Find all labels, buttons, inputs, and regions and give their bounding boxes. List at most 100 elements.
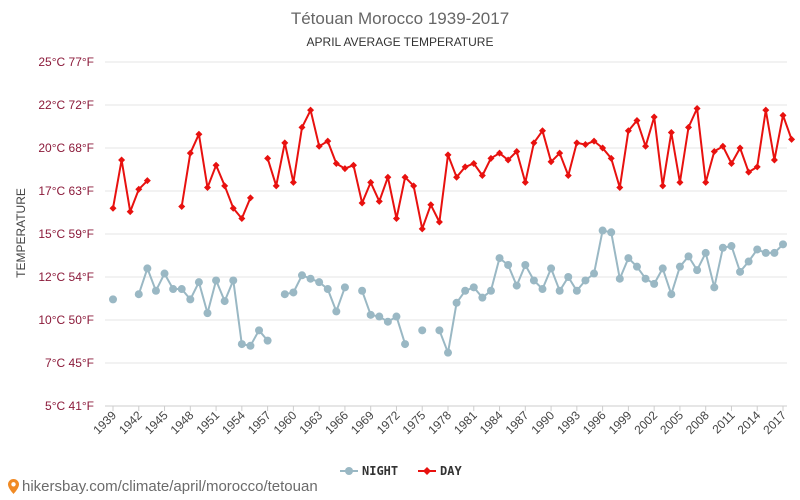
x-tick-label: 1975 — [400, 408, 429, 437]
data-point-day — [178, 202, 186, 210]
footer[interactable]: hikersbay.com/climate/april/morocco/teto… — [8, 478, 318, 495]
data-point-day — [676, 178, 684, 186]
data-point-night — [169, 285, 178, 294]
legend-item-night[interactable]: NIGHT — [340, 464, 398, 478]
data-point-night — [340, 283, 349, 292]
data-point-night — [109, 295, 117, 304]
data-point-night — [134, 290, 143, 299]
data-point-day — [736, 144, 744, 152]
x-tick-label: 1999 — [606, 408, 635, 437]
data-point-day — [324, 137, 332, 145]
data-point-night — [151, 286, 160, 295]
data-point-day — [590, 137, 598, 145]
data-point-day — [307, 106, 315, 114]
data-point-night — [186, 295, 195, 304]
data-point-night — [675, 262, 684, 271]
series-line-night — [137, 267, 269, 347]
data-point-night — [469, 283, 478, 292]
data-point-day — [186, 149, 194, 157]
data-point-day — [607, 154, 615, 162]
data-point-day — [719, 142, 727, 150]
data-point-night — [418, 326, 427, 335]
x-tick-label: 1972 — [374, 408, 403, 437]
x-tick-label: 1960 — [271, 408, 300, 437]
data-point-day — [350, 161, 358, 169]
data-point-day — [401, 173, 409, 181]
data-point-night — [452, 298, 461, 307]
legend-marker-diamond — [423, 467, 431, 475]
legend-label: DAY — [440, 464, 462, 478]
data-point-night — [753, 245, 762, 254]
data-point-day — [135, 185, 143, 193]
data-point-day — [556, 149, 564, 157]
x-tick-label: 1990 — [528, 408, 557, 437]
data-point-day — [496, 149, 504, 157]
data-point-day — [504, 156, 512, 164]
data-point-night — [289, 288, 298, 297]
x-tick-label: 1978 — [425, 408, 454, 437]
x-tick-label: 1996 — [580, 408, 609, 437]
legend-item-day[interactable]: DAY — [418, 464, 462, 478]
data-point-night — [779, 240, 787, 249]
data-point-day — [453, 173, 461, 181]
data-point-day — [435, 218, 443, 226]
data-point-day — [642, 142, 650, 150]
data-point-day — [633, 116, 641, 124]
footer-link[interactable]: hikersbay.com/climate/april/morocco/teto… — [22, 478, 318, 495]
y-tick-label: 20°C 68°F — [38, 141, 94, 155]
data-point-day — [530, 139, 538, 147]
series-line-day — [112, 159, 149, 213]
data-point-day — [427, 201, 435, 209]
x-tick-label: 1966 — [322, 408, 351, 437]
data-point-night — [315, 278, 324, 287]
data-point-night — [624, 254, 633, 263]
data-point-day — [762, 106, 770, 114]
data-point-day — [461, 163, 469, 171]
x-tick-label: 2005 — [657, 408, 686, 437]
data-point-day — [753, 163, 761, 171]
data-point-night — [375, 312, 384, 321]
data-point-day — [710, 147, 718, 155]
legend[interactable]: NIGHT DAY — [340, 464, 462, 478]
data-point-night — [512, 281, 521, 290]
data-point-night — [203, 309, 212, 318]
data-point-night — [160, 269, 169, 278]
data-point-day — [521, 178, 529, 186]
data-point-night — [744, 257, 753, 266]
x-tick-label: 1954 — [219, 408, 248, 437]
data-point-day — [727, 159, 735, 167]
data-point-night — [538, 285, 547, 294]
legend-label: NIGHT — [362, 464, 398, 478]
data-point-day — [367, 178, 375, 186]
y-axis-ticks: 5°C 41°F 7°C 45°F 10°C 50°F 12°C 54°F 15°C 5… — [38, 55, 94, 413]
x-tick-label: 1963 — [296, 408, 325, 437]
data-point-day — [392, 215, 400, 223]
data-point-night — [641, 274, 650, 283]
data-point-night — [718, 243, 727, 252]
data-point-day — [238, 215, 246, 223]
data-point-day — [745, 168, 753, 176]
data-point-night — [383, 317, 392, 326]
data-point-day — [547, 158, 555, 166]
series-line-day — [266, 107, 793, 230]
chart-title: Tétouan Morocco 1939-2017 — [291, 9, 509, 28]
data-point-day — [221, 182, 229, 190]
data-point-night — [590, 269, 599, 278]
data-point-night — [761, 248, 770, 257]
data-point-night — [598, 226, 607, 235]
data-point-night — [401, 340, 410, 349]
data-point-night — [392, 312, 401, 321]
data-point-day — [685, 123, 693, 131]
data-point-day — [470, 159, 478, 167]
data-point-night — [237, 340, 246, 349]
data-point-day — [358, 199, 366, 207]
x-tick-label: 2002 — [631, 408, 660, 437]
data-point-day — [581, 141, 589, 149]
data-point-night — [194, 278, 203, 287]
series-line-day — [180, 133, 252, 220]
y-tick-label: 10°C 50°F — [38, 313, 94, 327]
data-point-night — [564, 273, 573, 281]
series-night — [109, 226, 787, 357]
data-point-night — [366, 310, 375, 319]
data-point-night — [306, 274, 315, 283]
